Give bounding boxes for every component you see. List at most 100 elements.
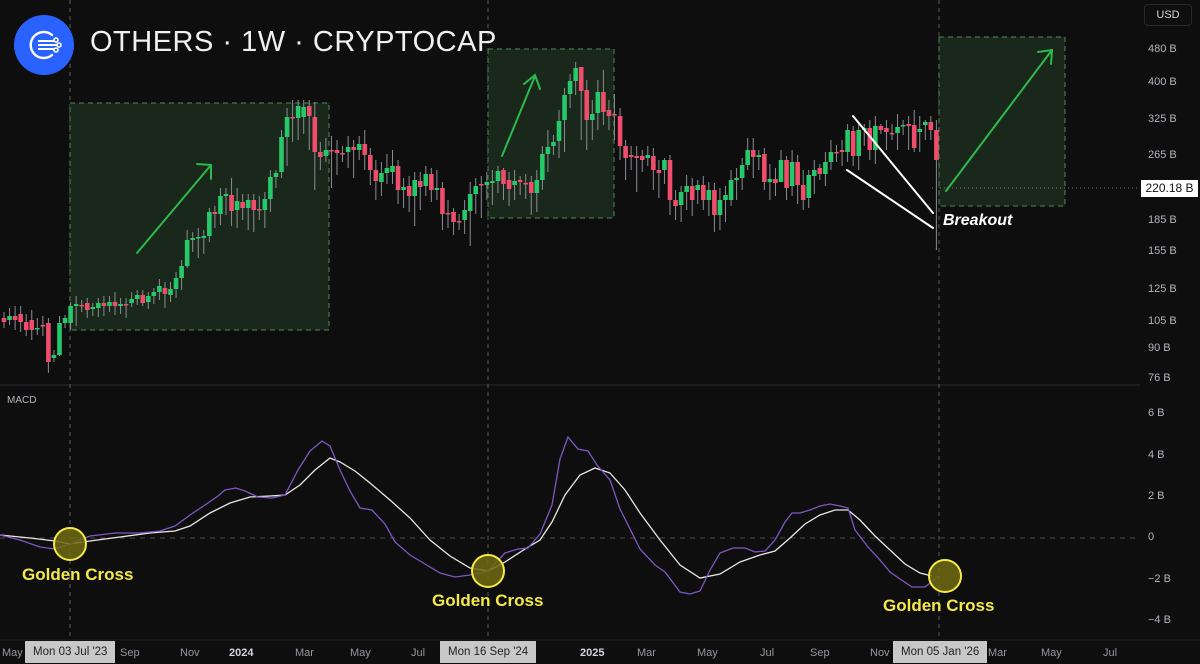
candle[interactable] [340, 153, 345, 155]
candle[interactable] [934, 130, 939, 160]
candle[interactable] [162, 288, 168, 294]
candle[interactable] [123, 304, 129, 306]
candle[interactable] [401, 187, 406, 190]
candle[interactable] [301, 107, 306, 117]
candle[interactable] [268, 177, 273, 199]
candle[interactable] [639, 156, 645, 160]
candle[interactable] [79, 305, 84, 307]
candle[interactable] [290, 117, 295, 119]
candle[interactable] [873, 126, 878, 150]
candle[interactable] [456, 221, 462, 223]
candle[interactable] [484, 182, 490, 185]
candle[interactable] [40, 325, 46, 327]
candle[interactable] [168, 289, 173, 295]
candle[interactable] [379, 173, 384, 182]
candle[interactable] [545, 147, 551, 154]
candle[interactable] [417, 181, 423, 187]
candle[interactable] [673, 200, 678, 206]
candle[interactable] [462, 210, 467, 220]
candle[interactable] [273, 173, 279, 177]
candle[interactable] [717, 200, 723, 215]
candle[interactable] [534, 180, 540, 193]
candle[interactable] [928, 122, 934, 130]
candle[interactable] [423, 174, 429, 186]
candle[interactable] [473, 186, 479, 194]
candle[interactable] [23, 322, 29, 330]
candle[interactable] [612, 114, 617, 116]
candle[interactable] [617, 116, 623, 146]
candle[interactable] [856, 130, 861, 156]
candle[interactable] [767, 179, 773, 182]
candle[interactable] [223, 194, 229, 196]
candle[interactable] [351, 147, 356, 150]
candle[interactable] [789, 162, 795, 186]
candle[interactable] [878, 126, 884, 130]
candle[interactable] [595, 92, 601, 113]
candle[interactable] [739, 165, 745, 178]
candle[interactable] [662, 160, 667, 170]
candle[interactable] [845, 130, 850, 152]
candle[interactable] [345, 147, 351, 152]
candle[interactable] [778, 160, 784, 182]
candle[interactable] [678, 192, 684, 205]
candle[interactable] [667, 160, 673, 200]
candle[interactable] [701, 185, 706, 200]
candle[interactable] [262, 199, 268, 210]
candle[interactable] [146, 296, 151, 302]
candle[interactable] [911, 125, 917, 148]
candle[interactable] [234, 201, 240, 210]
candle[interactable] [62, 318, 68, 323]
candle[interactable] [134, 295, 140, 299]
candle[interactable] [451, 212, 456, 222]
candle[interactable] [756, 155, 762, 157]
candle[interactable] [828, 152, 834, 162]
candle[interactable] [784, 160, 789, 188]
candle[interactable] [556, 121, 562, 141]
candle[interactable] [429, 174, 434, 190]
candle[interactable] [412, 180, 417, 196]
candle[interactable] [606, 110, 612, 116]
candle[interactable] [839, 150, 845, 152]
candle[interactable] [179, 266, 184, 278]
candle[interactable] [645, 155, 651, 158]
candle[interactable] [57, 323, 62, 355]
candle[interactable] [245, 200, 251, 208]
candle[interactable] [884, 128, 889, 132]
candle[interactable] [695, 185, 701, 190]
candle[interactable] [96, 303, 101, 308]
candle[interactable] [623, 146, 628, 158]
candle[interactable] [434, 188, 440, 190]
candle[interactable] [917, 129, 923, 132]
candle[interactable] [773, 179, 778, 183]
candle[interactable] [184, 240, 190, 266]
candle[interactable] [823, 162, 828, 174]
candle[interactable] [656, 170, 662, 173]
candle[interactable] [212, 212, 218, 214]
candle[interactable] [584, 90, 590, 120]
candle[interactable] [651, 156, 656, 170]
candle[interactable] [467, 194, 473, 211]
candle[interactable] [567, 81, 573, 94]
candle[interactable] [440, 188, 445, 214]
candle[interactable] [723, 195, 728, 200]
candle[interactable] [734, 178, 739, 180]
candle[interactable] [895, 127, 900, 133]
candle[interactable] [479, 184, 484, 186]
candle[interactable] [295, 106, 301, 118]
candle[interactable] [578, 67, 584, 91]
candle[interactable] [906, 124, 911, 126]
candle[interactable] [7, 316, 12, 320]
candle[interactable] [12, 316, 18, 320]
candlestick-series[interactable] [1, 62, 939, 373]
candle[interactable] [445, 213, 451, 215]
candle[interactable] [501, 170, 506, 184]
candle[interactable] [806, 175, 812, 198]
candle[interactable] [834, 152, 839, 154]
candle[interactable] [812, 170, 817, 176]
candle[interactable] [528, 182, 534, 193]
candle[interactable] [240, 202, 245, 208]
candle[interactable] [562, 95, 567, 120]
candle[interactable] [368, 155, 373, 170]
candle[interactable] [384, 168, 390, 173]
candle[interactable] [590, 114, 595, 120]
